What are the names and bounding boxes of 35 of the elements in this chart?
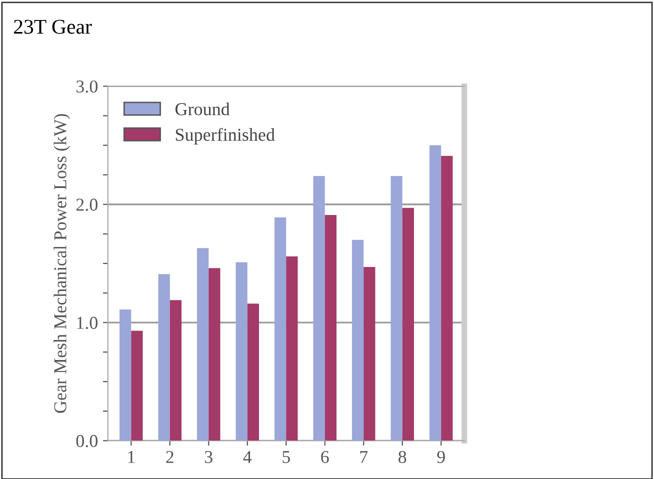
y-tick-label: 2.0 bbox=[76, 198, 98, 211]
bar bbox=[274, 217, 286, 441]
bar bbox=[247, 304, 260, 441]
y-tick-label: 1.0 bbox=[77, 316, 98, 330]
bar bbox=[429, 145, 442, 441]
x-tick-label: 2 bbox=[166, 450, 174, 463]
x-tick-label: 8 bbox=[398, 450, 406, 464]
y-tick-label: 0.0 bbox=[76, 434, 98, 448]
bar bbox=[197, 248, 209, 441]
bar bbox=[324, 215, 336, 441]
bar bbox=[208, 268, 220, 441]
chart-title: 23T Gear bbox=[14, 20, 92, 34]
bar bbox=[120, 310, 132, 441]
bar bbox=[364, 266, 376, 441]
bar bbox=[131, 330, 143, 441]
x-tick-label: 3 bbox=[204, 450, 212, 464]
bar bbox=[441, 156, 453, 441]
x-tick-label: 7 bbox=[360, 451, 368, 463]
legend-label: Ground bbox=[175, 102, 230, 116]
x-tick-label: 1 bbox=[128, 451, 135, 463]
y-axis-title: Gear Mesh Mechanical Power Loss (kW) bbox=[54, 114, 70, 413]
bar bbox=[236, 262, 248, 441]
x-tick-label: 9 bbox=[437, 450, 445, 464]
x-tick-label: 6 bbox=[321, 450, 329, 464]
legend-label: Superfinished bbox=[176, 128, 275, 145]
bar bbox=[286, 256, 298, 441]
x-tick-label: 5 bbox=[282, 451, 290, 464]
x-tick-label: 4 bbox=[243, 451, 252, 463]
bar bbox=[390, 176, 402, 441]
bar bbox=[158, 274, 170, 441]
bar bbox=[352, 240, 364, 441]
bar bbox=[402, 208, 414, 441]
bar bbox=[313, 176, 325, 441]
y-tick-label: 3.0 bbox=[76, 80, 98, 93]
bar bbox=[170, 300, 182, 441]
